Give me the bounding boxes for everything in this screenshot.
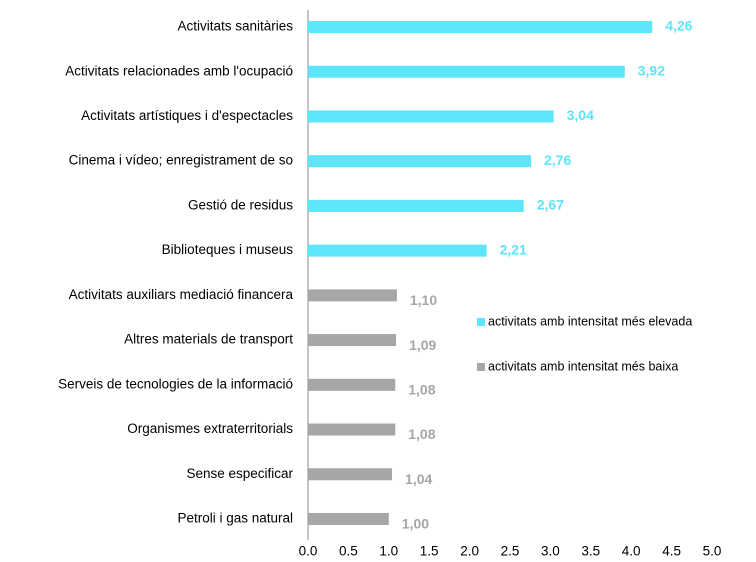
bar [308,378,396,391]
bar [308,289,397,302]
bar [308,513,389,525]
category-label: Biblioteques i museus [162,242,294,257]
value-label: 2,76 [544,152,571,168]
category-label: Organismes extraterritorials [127,421,293,436]
bar [308,65,625,78]
x-tick-label: 3.0 [541,544,560,559]
value-label: 1,10 [410,292,437,308]
value-label: 4,26 [665,18,692,34]
bar [308,244,487,257]
category-label: Petroli i gas natural [177,511,293,526]
category-label: Activitats artístiques i d'espectacles [81,108,293,123]
value-label: 3,92 [638,62,665,78]
value-label: 1,00 [402,516,429,532]
legend-swatch [477,363,485,371]
legend-swatch [477,318,485,326]
category-label: Gestió de residus [188,197,293,212]
x-tick-label: 1.5 [420,544,439,559]
category-label: Activitats sanitàries [177,19,293,34]
x-tick-label: 3.5 [581,544,600,559]
category-label: Cinema i vídeo; enregistrament de so [69,153,293,168]
value-label: 1,08 [408,382,435,398]
value-label: 1,04 [405,471,432,487]
x-tick-label: 4.5 [662,544,681,559]
category-label: Serveis de tecnologies de la informació [58,376,293,391]
bar [308,21,653,33]
bar [308,110,554,123]
value-label: 2,21 [500,241,527,257]
x-tick-label: 5.0 [703,544,722,559]
x-tick-label: 2.5 [501,544,520,559]
value-label: 1,08 [408,426,435,442]
x-tick-label: 0.5 [339,544,358,559]
bar [308,155,532,168]
category-label: Activitats auxiliars mediació financera [69,287,294,302]
category-label: Activitats relacionades amb l'ocupació [65,63,293,78]
category-label: Sense especificar [186,466,293,481]
bar [308,199,524,212]
x-tick-label: 2.0 [460,544,479,559]
value-label: 2,67 [537,197,564,213]
bar [308,468,393,481]
legend-label: activitats amb intensitat més elevada [488,314,692,328]
x-tick-label: 4.0 [622,544,641,559]
value-label: 1,09 [409,337,436,353]
x-tick-label: 1.0 [379,544,398,559]
bar [308,334,397,347]
category-label: Altres materials de transport [124,332,293,347]
x-tick-label: 0.0 [299,544,318,559]
legend-label: activitats amb intensitat més baixa [488,359,678,373]
bar [308,423,396,436]
value-label: 3,04 [567,107,594,123]
